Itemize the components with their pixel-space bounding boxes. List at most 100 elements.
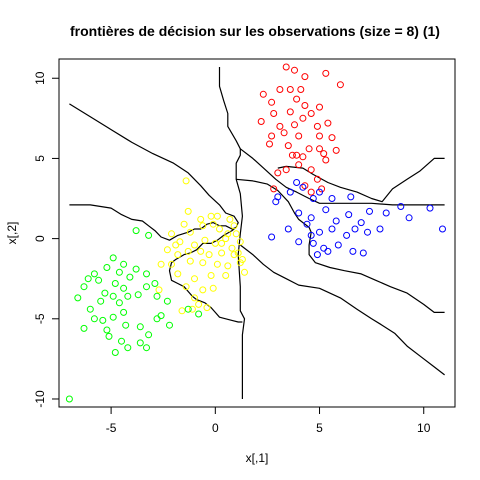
data-point-series-1 <box>307 110 315 117</box>
data-point-series-4 <box>132 265 140 273</box>
data-point-series-2 <box>334 241 342 249</box>
data-point-series-1 <box>280 129 288 137</box>
data-point-series-3 <box>197 247 205 255</box>
data-point-series-4 <box>109 313 117 321</box>
data-point-series-2 <box>307 231 315 239</box>
data-point-series-4 <box>120 308 128 316</box>
data-point-series-4 <box>99 316 107 324</box>
data-point-series-3 <box>191 241 198 249</box>
data-point-series-3 <box>191 275 198 283</box>
data-point-series-4 <box>143 283 150 291</box>
data-point-series-3 <box>222 272 230 279</box>
data-point-series-3 <box>182 177 190 185</box>
data-point-series-3 <box>180 220 188 228</box>
data-point-series-3 <box>218 249 226 257</box>
data-point-series-2 <box>307 214 315 222</box>
data-point-series-2 <box>349 247 357 255</box>
data-point-series-2 <box>324 247 332 255</box>
data-point-series-2 <box>295 238 303 246</box>
data-point-series-2 <box>322 206 330 214</box>
data-point-series-4 <box>195 310 203 318</box>
data-point-series-1 <box>282 63 290 71</box>
data-point-series-4 <box>136 323 144 331</box>
data-point-series-4 <box>153 315 161 323</box>
decision-boundary-4 <box>168 226 243 323</box>
decision-boundary-7 <box>239 244 445 376</box>
x-tick-label: 0 <box>212 421 219 435</box>
data-point-series-4 <box>86 305 94 313</box>
decision-boundary-2 <box>218 67 246 399</box>
data-point-series-2 <box>359 249 367 257</box>
data-point-series-3 <box>234 249 242 257</box>
decision-boundary-1 <box>69 103 239 228</box>
data-point-series-4 <box>74 294 82 302</box>
data-point-series-4 <box>95 276 103 284</box>
y-tick-label: -10 <box>33 390 47 408</box>
data-point-series-2 <box>426 204 434 212</box>
axes: -5 0 5 10 -10 -5 0 5 10 <box>33 71 431 435</box>
data-point-series-4 <box>166 321 173 329</box>
data-point-series-1 <box>307 188 315 196</box>
data-point-series-4 <box>111 280 119 287</box>
data-point-series-4 <box>136 339 144 347</box>
data-point-series-3 <box>207 272 215 279</box>
data-point-series-1 <box>291 121 298 129</box>
data-point-series-4 <box>132 227 140 235</box>
data-point-series-3 <box>230 222 238 230</box>
data-point-series-3 <box>157 260 165 268</box>
data-point-series-2 <box>268 233 276 241</box>
data-point-series-1 <box>274 169 282 177</box>
data-point-series-4 <box>109 254 117 262</box>
data-point-series-1 <box>259 90 267 98</box>
data-point-series-1 <box>295 161 303 169</box>
data-point-series-3 <box>188 305 196 313</box>
data-point-series-4 <box>157 312 165 320</box>
data-point-series-1 <box>328 134 336 142</box>
data-point-series-3 <box>199 222 207 230</box>
data-point-series-4 <box>80 283 88 291</box>
x-tick-label: -5 <box>106 421 117 435</box>
data-point-series-4 <box>163 297 171 305</box>
data-point-series-4 <box>184 305 192 313</box>
data-point-series-1 <box>316 132 323 140</box>
data-point-series-4 <box>103 326 111 334</box>
data-point-series-3 <box>201 236 209 244</box>
y-axis-label: x[,2] <box>5 222 19 245</box>
data-point-series-4 <box>124 344 132 352</box>
data-point-series-3 <box>168 260 175 268</box>
data-point-series-1 <box>313 122 321 130</box>
data-point-series-1 <box>270 110 278 117</box>
data-point-series-4 <box>115 268 123 276</box>
data-point-series-2 <box>366 207 373 215</box>
data-point-series-4 <box>103 264 111 271</box>
data-point-series-4 <box>109 292 117 300</box>
data-point-series-1 <box>266 140 273 148</box>
data-point-series-3 <box>195 300 203 308</box>
chart-title: frontières de décision sur les observati… <box>70 23 440 39</box>
data-point-series-1 <box>295 132 303 140</box>
observations <box>65 63 446 403</box>
data-point-series-4 <box>80 324 88 332</box>
data-point-series-3 <box>174 251 182 259</box>
x-tick-label: 5 <box>316 421 323 435</box>
data-point-series-3 <box>184 207 192 215</box>
x-tick-label: 10 <box>417 421 431 435</box>
data-point-series-1 <box>322 156 330 164</box>
data-point-series-1 <box>336 81 344 89</box>
data-point-series-2 <box>286 188 294 196</box>
data-point-series-3 <box>209 284 217 292</box>
data-point-series-4 <box>105 332 113 340</box>
data-point-series-3 <box>199 259 207 267</box>
data-point-series-1 <box>293 151 301 159</box>
data-point-series-1 <box>324 119 332 127</box>
data-point-series-4 <box>97 297 105 305</box>
data-point-series-2 <box>343 231 351 239</box>
data-point-series-4 <box>151 280 159 287</box>
data-point-series-2 <box>347 193 355 201</box>
data-point-series-2 <box>364 228 371 236</box>
data-point-series-2 <box>309 195 317 202</box>
data-point-series-1 <box>291 66 298 74</box>
data-point-series-1 <box>286 108 294 116</box>
